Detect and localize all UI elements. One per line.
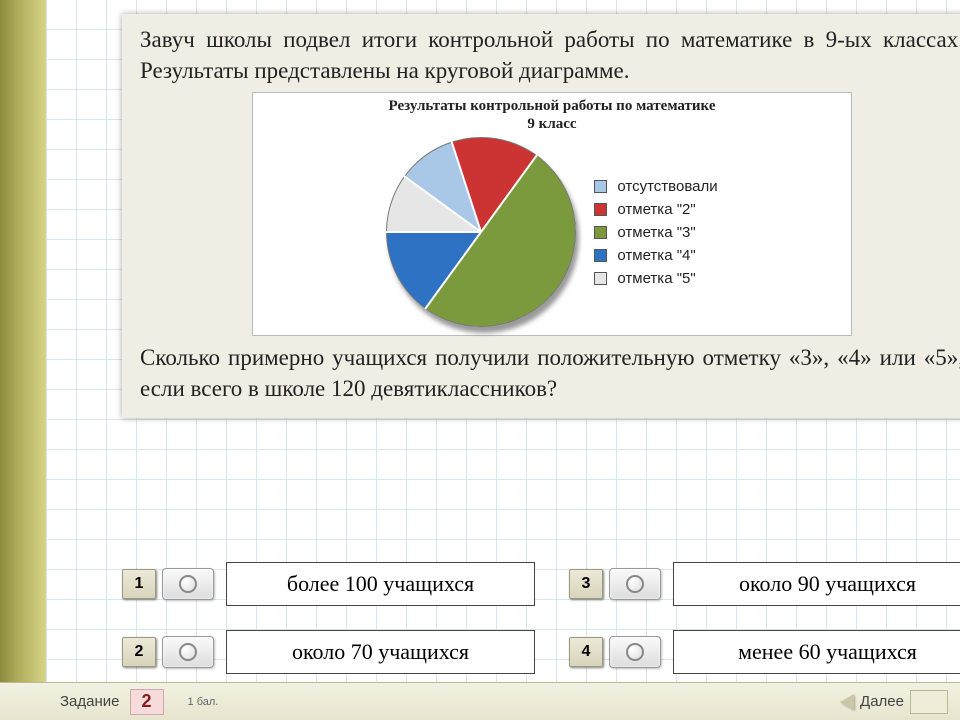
question-panel: Завуч школы подвел итоги контрольной раб… xyxy=(122,14,960,418)
answer-text: около 90 учащихся xyxy=(673,562,960,606)
answer-option: 2 около 70 учащихся xyxy=(122,630,535,674)
notebook-page: Завуч школы подвел итоги контрольной раб… xyxy=(46,0,960,720)
task-number: 2 xyxy=(130,689,164,715)
next-label: Далее xyxy=(860,693,904,710)
radio-dot-icon xyxy=(626,575,644,593)
legend-item: отметка "3" xyxy=(594,224,717,241)
answer-option: 4 менее 60 учащихся xyxy=(569,630,960,674)
answer-text: более 100 учащихся xyxy=(226,562,535,606)
binder-edge xyxy=(0,0,46,720)
answer-option: 1 более 100 учащихся xyxy=(122,562,535,606)
chart-legend: отсутствовали отметка "2" отметка "3" отмет… xyxy=(594,172,717,293)
radio-dot-icon xyxy=(179,643,197,661)
legend-item: отметка "4" xyxy=(594,247,717,264)
answer-radio[interactable] xyxy=(162,568,214,600)
answer-option: 3 около 90 учащихся xyxy=(569,562,960,606)
legend-swatch xyxy=(594,203,607,216)
answer-number-badge: 1 xyxy=(122,569,156,599)
chart-panel: Результаты контрольной работы по математ… xyxy=(252,92,852,336)
legend-label: отметка "2" xyxy=(617,201,695,218)
answer-number-badge: 4 xyxy=(569,637,603,667)
answer-grid: 1 более 100 учащихся 3 около 90 учащихся 2 ок… xyxy=(122,562,960,674)
legend-item: отсутствовали xyxy=(594,178,717,195)
legend-swatch xyxy=(594,180,607,193)
answer-number-badge: 2 xyxy=(122,637,156,667)
answer-text: менее 60 учащихся xyxy=(673,630,960,674)
radio-dot-icon xyxy=(626,643,644,661)
task-label: Задание xyxy=(60,693,120,710)
legend-label: отметка "3" xyxy=(617,224,695,241)
answer-number-badge: 3 xyxy=(569,569,603,599)
question-text-1: Завуч школы подвел итоги контрольной раб… xyxy=(140,24,960,86)
pie-chart xyxy=(386,137,576,327)
legend-label: отметка "5" xyxy=(617,270,695,287)
legend-item: отметка "5" xyxy=(594,270,717,287)
task-points: 1 бал. xyxy=(188,696,219,708)
arrow-left-icon xyxy=(840,694,854,710)
legend-swatch xyxy=(594,272,607,285)
legend-label: отметка "4" xyxy=(617,247,695,264)
legend-item: отметка "2" xyxy=(594,201,717,218)
answer-text: около 70 учащихся xyxy=(226,630,535,674)
chart-title: Результаты контрольной работы по математ… xyxy=(389,97,716,133)
legend-label: отсутствовали xyxy=(617,178,717,195)
radio-dot-icon xyxy=(179,575,197,593)
footer-bar: Задание 2 1 бал. Далее xyxy=(0,682,960,720)
legend-swatch xyxy=(594,249,607,262)
legend-swatch xyxy=(594,226,607,239)
answer-radio[interactable] xyxy=(162,636,214,668)
answer-radio[interactable] xyxy=(609,636,661,668)
next-button[interactable]: Далее xyxy=(840,690,948,714)
answer-radio[interactable] xyxy=(609,568,661,600)
next-box-icon xyxy=(910,690,948,714)
question-text-2: Сколько примерно учащихся получили полож… xyxy=(140,342,960,404)
